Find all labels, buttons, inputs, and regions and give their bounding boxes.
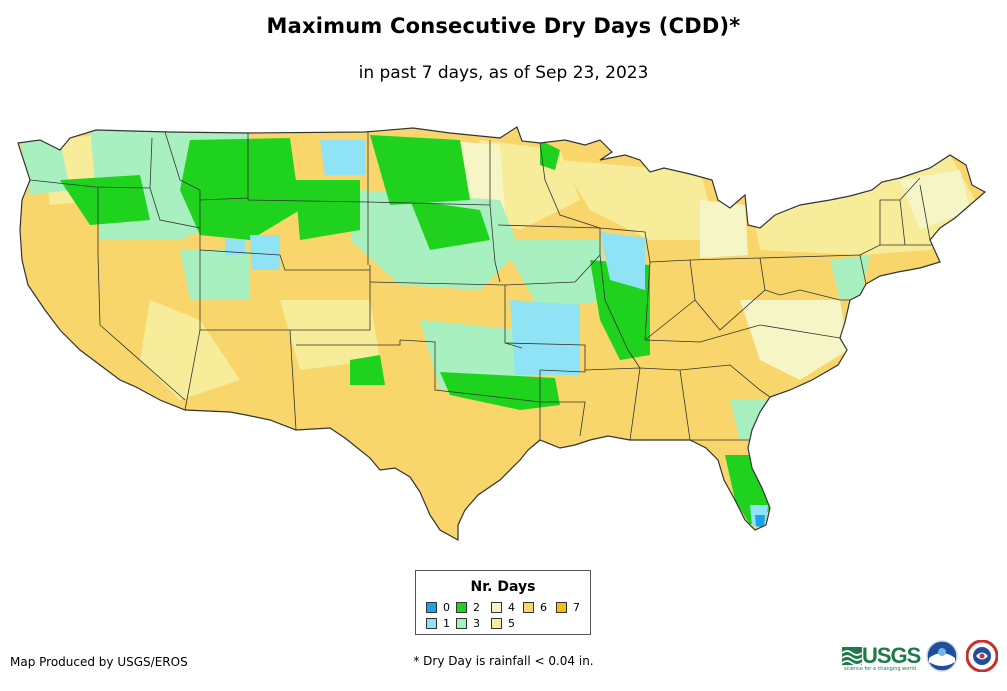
credit-text: Map Produced by USGS/EROS <box>10 655 188 669</box>
legend-label: 6 <box>540 601 547 614</box>
legend-item-7: 7 <box>556 602 580 614</box>
dry-days-2-region <box>350 355 385 385</box>
legend-swatch <box>491 602 502 613</box>
legend-item-2: 2 <box>456 602 480 614</box>
dry-days-5-region <box>560 160 720 240</box>
legend-item-3: 3 <box>456 618 480 630</box>
dry-days-2-region <box>410 200 490 250</box>
legend-swatch <box>456 618 467 629</box>
legend-swatch <box>523 602 534 613</box>
dry-days-4-region <box>700 200 748 258</box>
legend-label: 4 <box>508 601 515 614</box>
legend-item-6: 6 <box>523 602 547 614</box>
dry-days-3-region <box>180 250 250 300</box>
logo-bar: USGS science for a changing world <box>842 640 1002 680</box>
dry-days-1-region <box>250 235 280 270</box>
dry-days-2-region <box>295 180 360 240</box>
dry-days-5-region <box>140 300 240 400</box>
legend-label: 0 <box>443 601 450 614</box>
legend-item-5: 5 <box>491 618 515 630</box>
legend-swatch <box>426 602 437 613</box>
nws-logo-icon[interactable] <box>966 640 998 672</box>
state-borders <box>29 131 940 441</box>
dry-days-2-region <box>540 140 560 170</box>
dry-days-4-region <box>740 300 848 380</box>
map-subtitle: in past 7 days, as of Sep 23, 2023 <box>358 63 649 83</box>
legend-label: 7 <box>573 601 580 614</box>
legend-swatch <box>456 602 467 613</box>
footnote-text: * Dry Day is rainfall < 0.04 in. <box>413 654 594 668</box>
dry-days-1-region <box>510 300 580 375</box>
dry-days-4-region <box>900 170 970 230</box>
dry-days-1-region <box>600 232 645 290</box>
map-title: Maximum Consecutive Dry Days (CDD)* <box>266 14 741 38</box>
legend-title: Nr. Days <box>470 579 536 595</box>
dry-days-0-region <box>755 515 765 528</box>
legend-item-4: 4 <box>491 602 515 614</box>
legend-swatch <box>491 618 502 629</box>
dry-days-2-region <box>180 138 300 240</box>
legend: Nr. Days 0 1 2 3 4 5 6 7 <box>415 570 591 635</box>
usgs-wave-icon <box>842 647 862 665</box>
legend-item-1: 1 <box>426 618 450 630</box>
legend-label: 3 <box>473 617 480 630</box>
dry-days-5-region <box>280 300 380 370</box>
dry-days-3-region <box>500 240 610 310</box>
legend-item-0: 0 <box>426 602 450 614</box>
usgs-logo-text: USGS <box>862 643 921 668</box>
map-fill <box>18 127 985 540</box>
usgs-logo-icon[interactable]: USGS science for a changing world <box>842 643 921 672</box>
legend-label: 1 <box>443 617 450 630</box>
legend-swatch <box>426 618 437 629</box>
dry-days-2-region <box>370 135 470 205</box>
usgs-tagline: science for a changing world <box>844 666 916 672</box>
dry-days-3-region <box>830 255 870 300</box>
dry-days-1-region <box>320 140 365 175</box>
legend-label: 2 <box>473 601 480 614</box>
noaa-logo-icon[interactable] <box>926 640 958 672</box>
legend-label: 5 <box>508 617 515 630</box>
legend-swatch <box>556 602 567 613</box>
dry-days-1-region <box>225 238 245 255</box>
dry-days-3-region <box>20 140 70 195</box>
